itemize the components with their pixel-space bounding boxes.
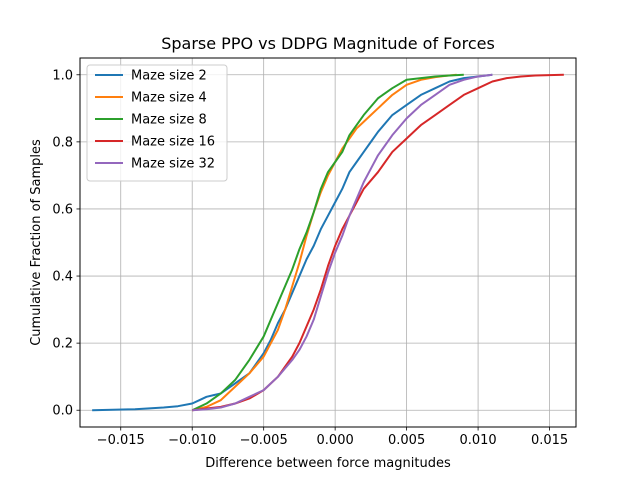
x-tick-label: 0.015	[531, 433, 568, 448]
y-tick-label: 0.4	[52, 270, 73, 285]
series-line-2	[191, 73, 457, 412]
x-tick-label: −0.015	[97, 433, 145, 448]
y-axis-label: Cumulative Fraction of Samples	[29, 139, 44, 346]
chart-title: Sparse PPO vs DDPG Magnitude of Forces	[161, 34, 495, 53]
y-tick-label: 0.6	[52, 202, 73, 217]
series-lines	[92, 73, 564, 412]
legend-box	[86, 64, 228, 182]
series-line-3	[191, 73, 464, 412]
legend: Maze size 2 Maze size 4 Maze size 8 Maze si…	[86, 64, 228, 182]
series-line-1	[92, 73, 493, 412]
x-tick-label: 0.000	[317, 433, 354, 448]
legend-label: Maze size 32	[131, 157, 215, 172]
axis-ticks: −0.015 −0.010 −0.005 0.000 0.005 0.010 0.015 0.…	[52, 68, 568, 448]
y-tick-label: 0.2	[52, 337, 73, 352]
x-tick-label: −0.005	[240, 433, 288, 448]
legend-label: Maze size 2	[131, 69, 207, 84]
x-tick-label: 0.005	[388, 433, 425, 448]
series-line-5	[192, 73, 493, 412]
y-tick-label: 0.0	[52, 404, 73, 419]
legend-label: Maze size 4	[131, 91, 207, 106]
plot-frame	[79, 57, 577, 428]
x-tick-label: −0.010	[168, 433, 216, 448]
legend-label: Maze size 8	[131, 113, 207, 128]
x-tick-label: 0.010	[459, 433, 496, 448]
y-tick-label: 1.0	[52, 68, 73, 83]
y-tick-label: 0.8	[52, 135, 73, 150]
x-axis-label: Difference between force magnitudes	[205, 456, 451, 471]
legend-label: Maze size 16	[131, 135, 215, 150]
